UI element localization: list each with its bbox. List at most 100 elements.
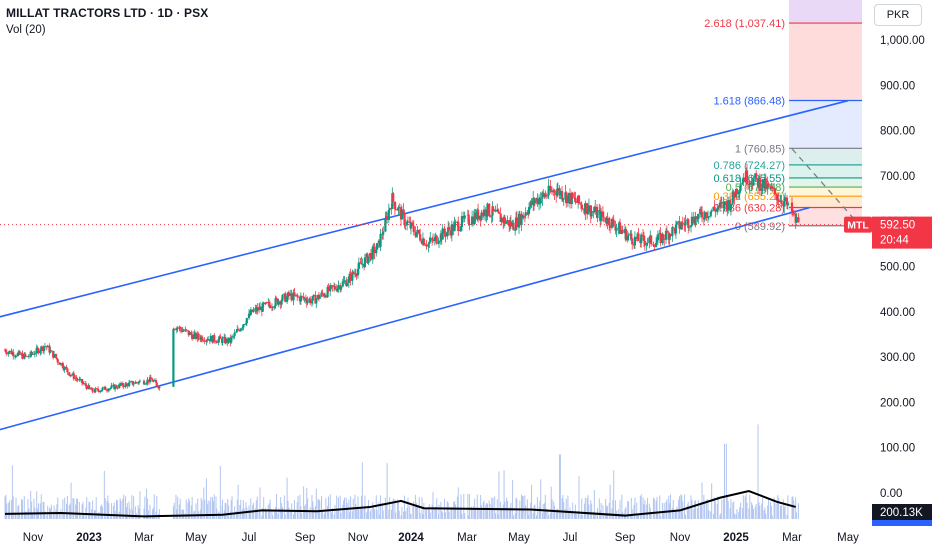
candle-body (497, 212, 501, 214)
volume-bar (308, 511, 310, 519)
candle-body (172, 328, 175, 387)
candle-body (482, 209, 486, 216)
candle-body (411, 222, 414, 226)
volume-bar (342, 504, 344, 519)
volume-bar (146, 488, 148, 519)
volume-bar (608, 502, 610, 519)
volume-bar (233, 512, 235, 519)
volume-bar (108, 503, 110, 519)
volume-bar (152, 507, 154, 519)
candle-body (579, 203, 582, 205)
channel-lower-line (0, 206, 810, 431)
volume-bar (14, 512, 16, 519)
candle-body (690, 216, 694, 226)
candle-body (731, 191, 734, 204)
candle-body (101, 387, 104, 391)
volume-bar (792, 496, 794, 519)
volume-bar (665, 501, 667, 519)
volume-bar (384, 497, 386, 519)
candle-body (343, 280, 346, 282)
volume-bar (778, 497, 780, 519)
volume-bar (757, 424, 759, 519)
volume-bar (432, 491, 434, 519)
currency-button[interactable]: PKR (874, 4, 922, 26)
candle-body (180, 329, 184, 332)
volume-bar (69, 503, 71, 519)
volume-bar (518, 510, 520, 519)
candle-body (617, 227, 620, 229)
volume-bar (178, 504, 180, 519)
volume-bar (708, 510, 710, 519)
candle-body (662, 234, 665, 240)
volume-bar (605, 498, 607, 519)
fib-label-2.618: 2.618 (1,037.41) (704, 18, 785, 30)
candle-body (324, 295, 327, 298)
candle-body (235, 331, 238, 333)
volume-bar (355, 503, 357, 519)
volume-bar (662, 511, 664, 519)
candle-body (21, 353, 24, 359)
volume-bar (32, 514, 34, 519)
candle-body (509, 221, 513, 227)
candle-body (752, 178, 755, 186)
candle-body (640, 234, 643, 243)
candles (3, 163, 800, 394)
volume-bar (734, 513, 736, 519)
candle-body (300, 296, 303, 297)
volume-bar (177, 496, 179, 519)
candle-body (49, 350, 52, 353)
volume-bar (304, 505, 306, 519)
volume-bar (603, 515, 605, 519)
candle-body (594, 206, 597, 213)
volume-bar (340, 512, 342, 519)
volume-bar (318, 499, 320, 519)
volume-bar (334, 504, 336, 519)
candle-body (659, 232, 662, 244)
volume-bar (24, 511, 26, 519)
volume-bar (203, 487, 205, 519)
candle-body (287, 292, 291, 296)
volume-bar (307, 498, 309, 519)
candle-body (486, 203, 489, 217)
volume-bar (138, 508, 140, 519)
volume-bar (615, 500, 617, 519)
volume-bar (366, 512, 368, 519)
volume-bar (729, 508, 731, 519)
volume-bar (228, 505, 230, 519)
candle-body (514, 230, 517, 231)
candle-body (620, 229, 623, 234)
volume-bar (685, 514, 687, 519)
candle-body (147, 379, 150, 383)
candle-body (302, 296, 305, 299)
candle-body (415, 233, 418, 237)
candle-body (680, 222, 683, 227)
candle-body (484, 209, 487, 217)
volume-bar (144, 496, 146, 519)
candle-body (110, 385, 113, 388)
fib-zone-0.618 (789, 164, 862, 178)
volume-bar (512, 480, 514, 519)
candle-body (406, 221, 410, 223)
volume-bar (739, 507, 741, 519)
candle-body (681, 222, 684, 224)
candle-body (379, 233, 382, 247)
volume-bar (143, 508, 145, 519)
volume-bar (241, 509, 243, 519)
candle-body (674, 224, 678, 234)
candle-body (153, 380, 156, 381)
price-tick-700: 700.00 (880, 171, 915, 183)
volume-bar (695, 500, 697, 519)
volume-bar (755, 503, 757, 519)
volume-bar (486, 503, 488, 519)
volume-bar (522, 496, 524, 519)
volume-bar (758, 502, 760, 519)
volume-bar (455, 504, 457, 519)
volume-bar (431, 504, 433, 519)
candle-body (341, 281, 344, 287)
volume-bar (82, 501, 84, 519)
symbol-tag-bg (844, 216, 872, 233)
candle-body (773, 188, 777, 195)
volume-bar (64, 497, 66, 519)
